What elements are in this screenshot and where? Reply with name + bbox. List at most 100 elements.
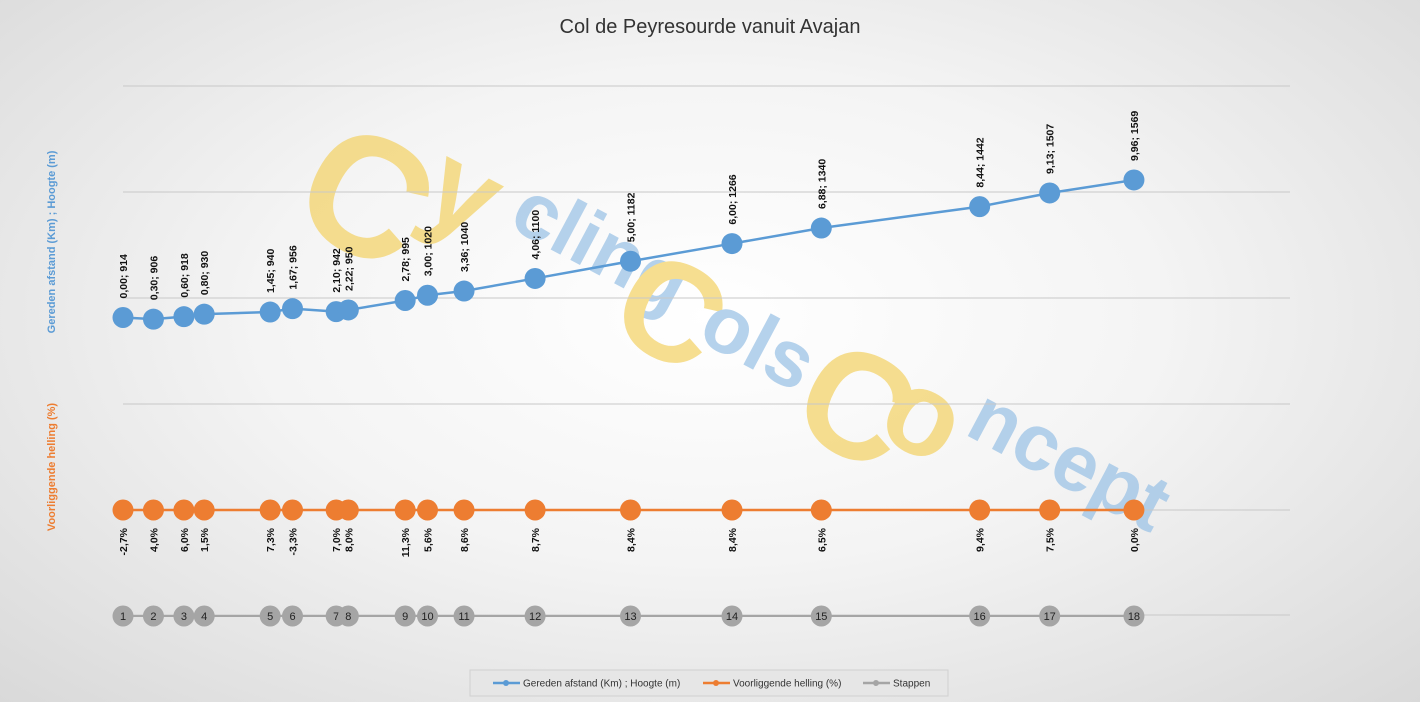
elevation-data-label: 0,60; 918 bbox=[179, 253, 191, 298]
elevation-point bbox=[173, 306, 195, 328]
step-label: 14 bbox=[726, 611, 738, 623]
gradient-point bbox=[259, 499, 281, 521]
gradient-data-label: 8,6% bbox=[459, 527, 471, 552]
gradient-data-label: 0,0% bbox=[1129, 527, 1141, 552]
gradient-data-label: -3,3% bbox=[288, 527, 300, 555]
step-label: 3 bbox=[181, 611, 187, 623]
watermark-ncept: ncept bbox=[955, 370, 1185, 549]
gradient-point bbox=[810, 499, 832, 521]
elevation-point bbox=[259, 301, 281, 323]
elevation-point bbox=[721, 233, 743, 255]
y-axis-title-bottom: Voorliggende helling (%) bbox=[46, 403, 58, 531]
step-point bbox=[193, 605, 215, 627]
legend-label-steps: Stappen bbox=[893, 679, 930, 690]
step-label: 12 bbox=[529, 611, 541, 623]
step-point bbox=[282, 605, 304, 627]
gradient-point bbox=[142, 499, 164, 521]
gradient-data-label: 8,4% bbox=[727, 527, 739, 552]
step-point bbox=[394, 605, 416, 627]
elevation-point bbox=[620, 250, 641, 272]
chart-title: Col de Peyresourde vanuit Avajan bbox=[560, 16, 861, 38]
gradient-point bbox=[1123, 499, 1145, 521]
step-label: 11 bbox=[458, 611, 469, 623]
gradient-point bbox=[524, 499, 546, 521]
step-label: 8 bbox=[345, 611, 351, 623]
elevation-data-label: 2,10; 942 bbox=[331, 248, 343, 293]
step-label: 15 bbox=[815, 611, 827, 623]
elevation-point bbox=[394, 289, 416, 311]
gradient-series: -2,7% 4,0% 6,0% 1,5% 7,3% -3,3% 7,0% 8,0% 11,3% 5… bbox=[112, 499, 1145, 557]
step-label: 9 bbox=[402, 611, 408, 623]
gradient-point bbox=[620, 499, 641, 521]
elevation-point bbox=[810, 217, 832, 239]
gradient-data-label: 8,7% bbox=[530, 527, 542, 552]
y-axis-title-top: Gereden afstand (Km) ; Hoogte (m) bbox=[46, 150, 58, 333]
legend-label-elevation: Gereden afstand (Km) ; Hoogte (m) bbox=[523, 679, 680, 690]
elevation-point bbox=[142, 308, 164, 330]
step-point bbox=[259, 605, 281, 627]
elevation-data-label: 4,06; 1100 bbox=[530, 210, 542, 260]
elevation-point bbox=[282, 298, 304, 320]
step-point bbox=[721, 605, 743, 627]
gradient-point bbox=[112, 499, 134, 521]
gradient-data-label: 1,5% bbox=[199, 527, 211, 552]
step-label: 16 bbox=[974, 611, 986, 623]
gradient-data-label: 8,4% bbox=[626, 527, 638, 552]
legend-item-elevation: Gereden afstand (Km) ; Hoogte (m) bbox=[493, 679, 680, 690]
step-point bbox=[142, 605, 164, 627]
gradient-point bbox=[417, 499, 438, 521]
elevation-data-label: 2,78; 995 bbox=[400, 237, 412, 282]
step-point bbox=[337, 605, 359, 627]
elevation-data-label: 1,67; 956 bbox=[288, 245, 300, 290]
gradient-point bbox=[969, 499, 991, 521]
gradient-data-label: 6,5% bbox=[816, 527, 828, 552]
elevation-point bbox=[1123, 169, 1145, 191]
elevation-point bbox=[453, 280, 475, 302]
elevation-data-label: 9,13; 1507 bbox=[1045, 124, 1057, 174]
elevation-data-label: 6,00; 1266 bbox=[727, 174, 739, 224]
step-label: 10 bbox=[421, 611, 433, 623]
elevation-data-label: 0,30; 906 bbox=[148, 256, 160, 301]
gradient-data-label: -2,7% bbox=[118, 527, 130, 555]
step-point bbox=[417, 605, 438, 627]
gradient-data-label: 5,6% bbox=[423, 527, 435, 552]
step-point bbox=[453, 605, 475, 627]
step-point bbox=[969, 605, 991, 627]
gradient-data-label: 11,3% bbox=[400, 527, 412, 557]
elevation-data-label: 3,00; 1020 bbox=[423, 226, 435, 276]
elevation-point bbox=[112, 307, 134, 328]
step-label: 2 bbox=[150, 611, 156, 623]
step-point bbox=[620, 605, 641, 627]
gradient-point bbox=[282, 499, 304, 521]
elevation-point bbox=[524, 267, 546, 289]
step-label: 6 bbox=[289, 611, 295, 623]
elevation-point bbox=[193, 303, 215, 325]
legend: Gereden afstand (Km) ; Hoogte (m) Voorli… bbox=[469, 669, 949, 697]
elevation-data-label: 5,00; 1182 bbox=[626, 192, 638, 242]
elevation-data-label: 0,80; 930 bbox=[199, 251, 211, 296]
elevation-data-label: 6,88; 1340 bbox=[816, 159, 828, 209]
step-label: 5 bbox=[267, 611, 273, 623]
step-label: 18 bbox=[1128, 611, 1140, 623]
elevation-point bbox=[337, 299, 359, 321]
step-label: 17 bbox=[1044, 611, 1056, 623]
legend-label-gradient: Voorliggende helling (%) bbox=[733, 679, 841, 690]
gradient-data-label: 8,0% bbox=[343, 527, 355, 552]
gradient-point bbox=[173, 499, 195, 521]
step-label: 7 bbox=[333, 611, 339, 623]
gradient-data-label: 6,0% bbox=[179, 527, 191, 552]
gradient-point bbox=[1039, 499, 1061, 521]
elevation-data-label: 2,22; 950 bbox=[343, 246, 355, 291]
step-point bbox=[1039, 605, 1061, 627]
gradient-point bbox=[394, 499, 416, 521]
step-point bbox=[112, 605, 134, 627]
gradient-data-label: 4,0% bbox=[148, 527, 160, 552]
elevation-data-label: 9,96; 1569 bbox=[1129, 111, 1141, 161]
gradient-data-label: 7,3% bbox=[265, 527, 277, 552]
steps-series: 1 2 3 4 5 6 7 8 9 10 11 12 13 14 15 16 17 18 bbox=[112, 605, 1145, 627]
gradient-point bbox=[721, 499, 743, 521]
elevation-data-label: 3,36; 1040 bbox=[459, 222, 471, 272]
gradient-point bbox=[193, 499, 215, 521]
